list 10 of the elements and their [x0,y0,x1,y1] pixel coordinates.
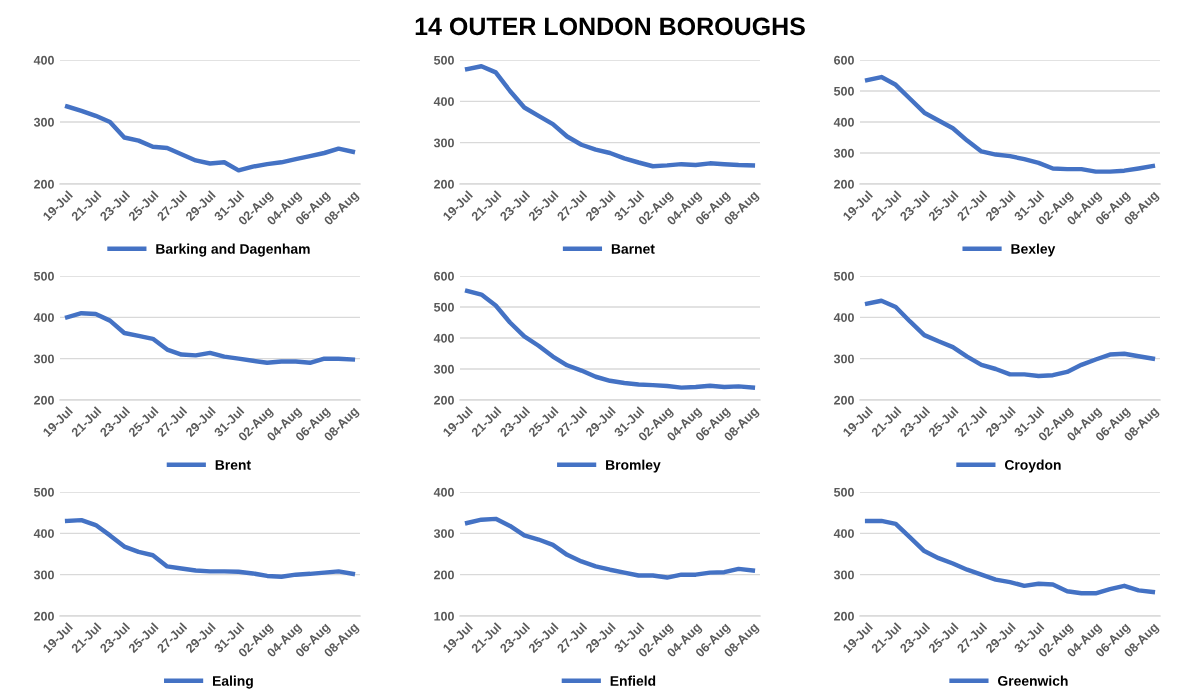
chart-title: 14 OUTER LONDON BOROUGHS [415,17,805,36]
line-series [864,298,1156,379]
line-series [464,516,756,580]
line-series [864,74,1156,174]
line-series [64,517,356,579]
line-series [864,518,1156,596]
line-series [464,63,756,169]
line-series [464,288,756,390]
line-series [64,104,356,173]
line-series [64,310,356,366]
